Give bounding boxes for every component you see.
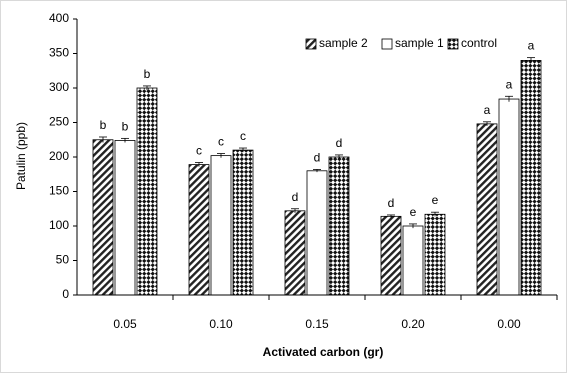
bar-control	[232, 149, 254, 296]
x-tick-label: 0.15	[305, 317, 329, 331]
bar-sample-1	[402, 225, 424, 296]
significance-label: d	[336, 136, 343, 150]
significance-label: c	[240, 129, 246, 143]
y-tick-label: 300	[49, 80, 69, 94]
legend-swatch	[381, 38, 393, 50]
x-tick-label: 0.05	[113, 317, 137, 331]
x-axis-title: Activated carbon (gr)	[263, 345, 384, 359]
bar-sample-1	[114, 140, 136, 296]
y-tick-label: 250	[49, 115, 69, 129]
significance-label: a	[506, 77, 513, 91]
significance-label: a	[484, 103, 491, 117]
significance-label: b	[100, 118, 107, 132]
significance-label: e	[410, 205, 417, 219]
bar-sample-2	[380, 215, 402, 296]
y-tick-label: 150	[49, 184, 69, 198]
x-tick-label: 0.00	[497, 317, 521, 331]
bar-sample-2	[92, 139, 114, 296]
bar-control	[328, 156, 350, 296]
y-axis-title: Patulin (ppb)	[14, 122, 28, 190]
legend-label: sample 1	[395, 36, 444, 50]
y-tick-label: 200	[49, 149, 69, 163]
x-tick-label: 0.20	[401, 317, 425, 331]
y-tick-label: 0	[62, 287, 69, 301]
y-tick-label: 50	[56, 253, 70, 267]
bar-sample-2	[284, 210, 306, 296]
bar-control	[136, 87, 158, 296]
bar-sample-2	[188, 164, 210, 296]
bar-control	[424, 213, 446, 296]
significance-label: d	[388, 196, 395, 210]
x-tick-label: 0.10	[209, 317, 233, 331]
significance-label: b	[122, 119, 129, 133]
legend-label: control	[461, 36, 497, 50]
bar-sample-1	[498, 98, 520, 296]
y-tick-label: 100	[49, 218, 69, 232]
significance-label: d	[314, 150, 321, 164]
y-tick-label: 400	[49, 11, 69, 25]
significance-label: a	[528, 39, 535, 53]
y-tick-label: 350	[49, 46, 69, 60]
bar-control	[520, 60, 542, 296]
legend-swatch	[305, 38, 317, 50]
significance-label: d	[292, 190, 299, 204]
bar-sample-2	[476, 123, 498, 296]
legend: sample 2 sample 1 control	[305, 36, 497, 50]
significance-label: b	[144, 67, 151, 81]
significance-label: e	[432, 193, 439, 207]
bar-sample-1	[210, 155, 232, 296]
legend-swatch	[447, 38, 459, 50]
bar-sample-1	[306, 170, 328, 296]
significance-label: c	[196, 144, 202, 158]
legend-label: sample 2	[319, 36, 368, 50]
significance-label: c	[218, 135, 224, 149]
